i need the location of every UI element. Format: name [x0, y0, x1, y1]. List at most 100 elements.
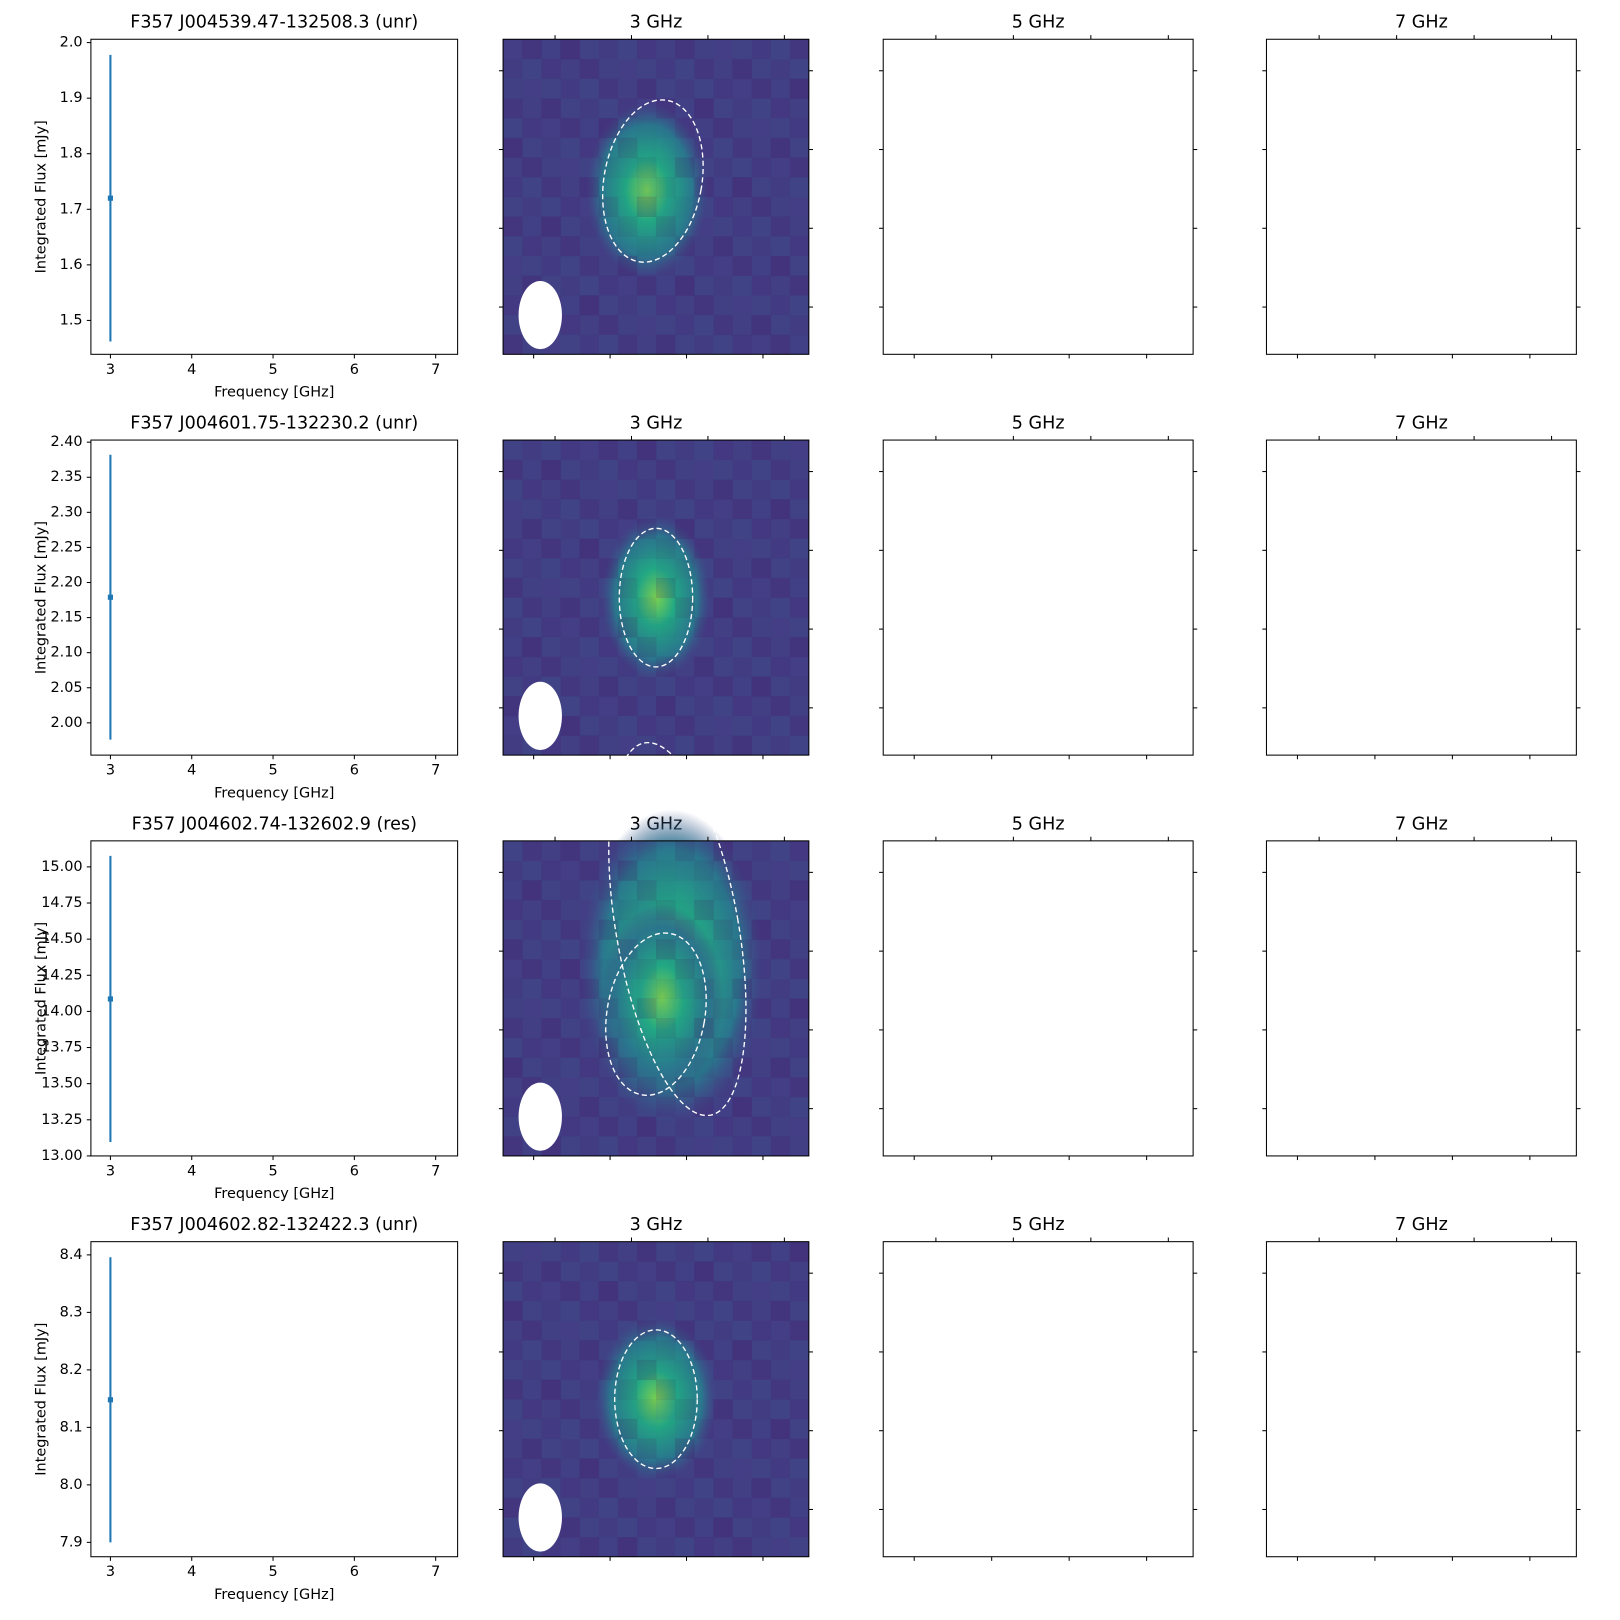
- image-pixel: [656, 138, 676, 158]
- image-pixel: [503, 1281, 523, 1302]
- image-pixel: [770, 840, 791, 862]
- image-pixel: [789, 597, 810, 618]
- image-pixel: [675, 558, 695, 579]
- image-pixel: [656, 499, 676, 519]
- image-pixel: [617, 1379, 638, 1400]
- image-pixel: [675, 998, 695, 1018]
- beam: [518, 280, 562, 350]
- image-pixel: [732, 1438, 753, 1459]
- image-pixel: [598, 518, 619, 540]
- image-pixel: [522, 137, 542, 158]
- image-pixel: [503, 899, 523, 921]
- image-pixel: [522, 1379, 542, 1400]
- image-pixel: [732, 1458, 752, 1478]
- y-tick-label: 2.10: [50, 645, 82, 661]
- image-pixel: [732, 177, 753, 198]
- image-pixel: [522, 479, 542, 500]
- image-pixel: [790, 1478, 810, 1498]
- y-tick-label: 1.8: [60, 146, 83, 162]
- image-pixel: [522, 998, 542, 1018]
- image-pixel: [655, 295, 676, 316]
- image-pixel: [732, 315, 752, 335]
- image-pixel: [617, 137, 638, 158]
- y-tick-label: 8.4: [60, 1247, 83, 1263]
- image-pixel: [675, 79, 695, 99]
- image-pixel: [560, 1097, 580, 1117]
- image-pixel: [732, 959, 753, 980]
- image-pixel: [732, 1037, 753, 1058]
- y-tick-label: 15.00: [41, 859, 82, 875]
- image-pixel: [617, 919, 638, 940]
- image-pixel: [636, 1300, 657, 1321]
- image-pixel: [617, 499, 638, 520]
- image-pixel: [694, 275, 714, 296]
- image-pixel: [694, 236, 714, 256]
- image-pixel: [580, 98, 600, 118]
- image-pixel: [655, 1136, 676, 1157]
- image-pixel: [770, 1458, 791, 1479]
- image-pixel: [636, 295, 657, 316]
- image-pixel: [655, 1379, 676, 1400]
- image-pixel: [599, 1419, 619, 1439]
- image-pixel: [541, 1301, 561, 1321]
- image-pixel: [560, 676, 581, 697]
- image-pixel: [636, 1458, 657, 1479]
- image-pixel: [598, 1477, 619, 1499]
- image-pixel: [771, 637, 791, 657]
- image-pixel: [580, 1117, 600, 1137]
- image-pixel: [503, 577, 523, 599]
- image-pixel: [599, 1057, 619, 1077]
- image-pixel: [751, 1241, 772, 1262]
- image-pixel: [789, 1057, 810, 1078]
- image-pixel: [771, 59, 791, 79]
- image-pixel: [541, 39, 561, 60]
- image-pixel: [732, 840, 753, 862]
- image-pixel: [580, 1136, 600, 1156]
- image-pixel: [541, 58, 561, 80]
- image-pixel: [655, 1241, 676, 1262]
- x-tick-label: 4: [187, 362, 196, 378]
- image-pixel: [541, 1340, 561, 1361]
- image-pixel: [752, 236, 772, 256]
- image-pixel: [617, 597, 638, 618]
- image-pixel: [675, 1136, 695, 1157]
- image-pixel: [579, 177, 600, 198]
- x-tick-label: 5: [268, 1163, 277, 1179]
- image-pixel: [789, 1077, 810, 1098]
- image-pixel: [617, 656, 638, 677]
- image-pixel: [789, 295, 810, 316]
- image-pixel: [655, 236, 676, 257]
- image-pixel: [675, 939, 695, 960]
- image-pixel: [598, 998, 619, 1019]
- image-pixel: [655, 177, 676, 198]
- image-pixel: [618, 295, 638, 315]
- image-pixel: [598, 919, 619, 940]
- image-pixel: [636, 1116, 657, 1137]
- image-pixel: [579, 518, 600, 540]
- y-axis-label: Integrated Flux [mJy]: [33, 120, 49, 273]
- image-pixel: [598, 1340, 619, 1361]
- image-pixel: [770, 696, 791, 717]
- image-pixel: [694, 959, 714, 980]
- x-tick-label: 5: [268, 362, 277, 378]
- image-pixel: [655, 1116, 676, 1137]
- image-pixel: [751, 1438, 772, 1459]
- image-pixel: [541, 98, 561, 119]
- image-pixel: [522, 1261, 542, 1281]
- image-pixel: [732, 715, 753, 736]
- image-pixel: [636, 1399, 657, 1420]
- image-pixel: [522, 1242, 542, 1262]
- image-pixel: [618, 79, 638, 99]
- image-pixel: [541, 656, 561, 677]
- image-pixel: [637, 1038, 657, 1058]
- image-pixel: [637, 335, 657, 355]
- data-point: [107, 195, 114, 201]
- image-pixel: [560, 499, 581, 520]
- image-pixel: [732, 636, 753, 658]
- image-pixel: [560, 1136, 581, 1157]
- fit-ellipse: [618, 527, 694, 668]
- image-pixel: [694, 177, 714, 198]
- image-pixel: [598, 1359, 619, 1381]
